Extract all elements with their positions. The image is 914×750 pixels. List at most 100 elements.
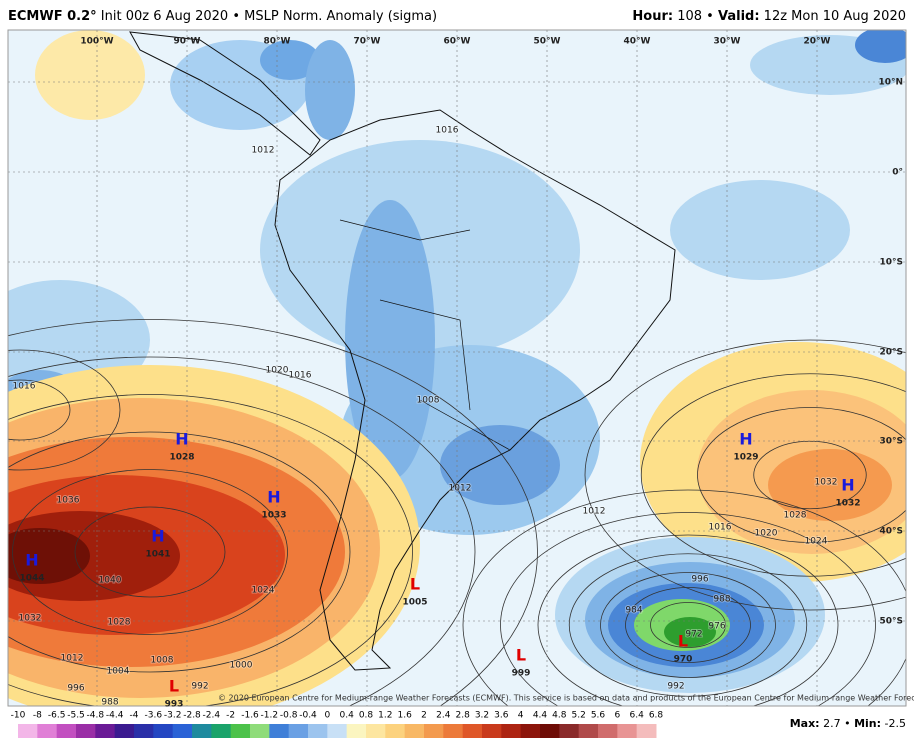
isobar (74, 506, 226, 598)
colorbar-label: 0.4 (340, 711, 355, 721)
latitude-label: 50°S (879, 617, 903, 627)
contour-label: 1008 (417, 396, 440, 406)
center-value: 993 (165, 700, 184, 710)
isobar (12, 469, 288, 635)
colorbar-label: -3.2 (164, 711, 182, 721)
colorbar-swatch (172, 724, 193, 738)
isobar (697, 407, 906, 543)
valid-label: Valid: (718, 9, 760, 24)
anomaly-shading (670, 180, 850, 280)
contour-label: 1016 (289, 371, 312, 381)
map-frame (7, 29, 907, 707)
center-letter: L (678, 632, 688, 651)
longitude-label: 30°W (714, 37, 741, 47)
center-letter: H (739, 430, 752, 449)
colorbar-label: -4.4 (106, 711, 124, 721)
isobar (8, 431, 351, 673)
center-value: 1029 (733, 453, 758, 463)
colorbar-swatch (617, 724, 638, 738)
hour-value: 108 • (677, 9, 714, 24)
colorbar-swatch (385, 724, 406, 738)
isobar (500, 512, 876, 706)
colorbar-label: 0.8 (359, 711, 374, 721)
colorbar-swatch (598, 724, 618, 738)
center-letter: L (410, 575, 420, 594)
contour-label: 1024 (805, 537, 828, 547)
colorbar-label: -6.5 (48, 711, 66, 721)
longitude-label: 20°W (804, 37, 831, 47)
anomaly-shading (345, 200, 435, 480)
isobar (568, 553, 808, 697)
colorbar-swatch (192, 724, 212, 738)
colorbar-swatch (636, 724, 657, 738)
center-value: 1005 (402, 598, 427, 608)
colorbar-swatch (404, 724, 425, 738)
latitude-label: 20°S (879, 348, 903, 358)
contour-label: 1000 (230, 661, 253, 671)
longitude-label: 50°W (534, 37, 561, 47)
colorbar-swatch (540, 724, 560, 738)
copyright: © 2020 European Centre for Medium-range … (218, 694, 914, 703)
colorbar-swatch (578, 724, 599, 738)
description: Init 00z 6 Aug 2020 • MSLP Norm. Anomaly… (101, 9, 437, 24)
center-value: 1041 (145, 550, 170, 560)
contour-label: 1020 (755, 529, 778, 539)
center-value: 1033 (261, 511, 286, 521)
longitude-label: 80°W (264, 37, 291, 47)
longitude-label: 90°W (174, 37, 201, 47)
colorbar-swatch (288, 724, 309, 738)
colorbar-swatch (95, 724, 116, 738)
contour-label: 1032 (815, 478, 838, 488)
contour-label: 984 (625, 606, 642, 616)
contour-label: 992 (667, 682, 684, 692)
colorbar-swatch (76, 724, 96, 738)
colorbar-label: 6.4 (630, 711, 645, 721)
contour-label: 1004 (107, 667, 130, 677)
isobar (8, 394, 413, 706)
longitude-label: 100°W (80, 37, 113, 47)
colorbar-label: 0 (324, 711, 330, 721)
colorbar-swatch (482, 724, 502, 738)
header-left: ECMWF 0.2° Init 00z 6 Aug 2020 • MSLP No… (8, 9, 437, 24)
colorbar-label: 3.6 (494, 711, 509, 721)
contour-label: 976 (708, 622, 725, 632)
colorbar-swatch (56, 724, 77, 738)
header-right: Hour: 108 • Valid: 12z Mon 10 Aug 2020 (632, 9, 906, 24)
latitude-label: 40°S (879, 527, 903, 537)
colorbar-swatch (134, 724, 154, 738)
colorbar-label: 2.4 (436, 711, 451, 721)
anomaly-shading (305, 40, 355, 140)
colorbar-swatch (501, 724, 522, 738)
max-value: 2.7 • (823, 717, 850, 730)
colorbar-label: -8 (33, 711, 42, 721)
latitude-label: 10°S (879, 258, 903, 268)
contour-label: 996 (691, 575, 708, 585)
hour-label: Hour: (632, 9, 673, 24)
center-letter: L (516, 646, 526, 665)
latitude-label: 30°S (879, 437, 903, 447)
anomaly-shading (8, 528, 90, 584)
colorbar-swatch (366, 724, 386, 738)
longitude-label: 70°W (354, 37, 381, 47)
isobar (8, 356, 476, 706)
colorbar-label: -4.8 (87, 711, 105, 721)
min-label: Min: (854, 717, 881, 730)
contour-label: 972 (685, 630, 702, 640)
contour-label: 1012 (449, 484, 472, 494)
colorbar-label: -10 (11, 711, 26, 721)
colorbar-label: 2.8 (456, 711, 471, 721)
center-letter: L (169, 677, 179, 696)
contour-label: 1012 (583, 507, 606, 517)
isobar (584, 339, 906, 611)
colorbar-label: 2 (421, 711, 427, 721)
coastline (129, 31, 676, 671)
colorbar-swatch (308, 724, 328, 738)
contour-label: 1008 (151, 656, 174, 666)
colorbar-label: 5.2 (572, 711, 586, 721)
isobar (625, 587, 751, 663)
isobar (600, 572, 776, 678)
contour-label: 1016 (13, 382, 36, 392)
colorbar-swatch (230, 724, 251, 738)
anomaly-shading (260, 40, 320, 80)
center-letter: H (841, 476, 854, 495)
